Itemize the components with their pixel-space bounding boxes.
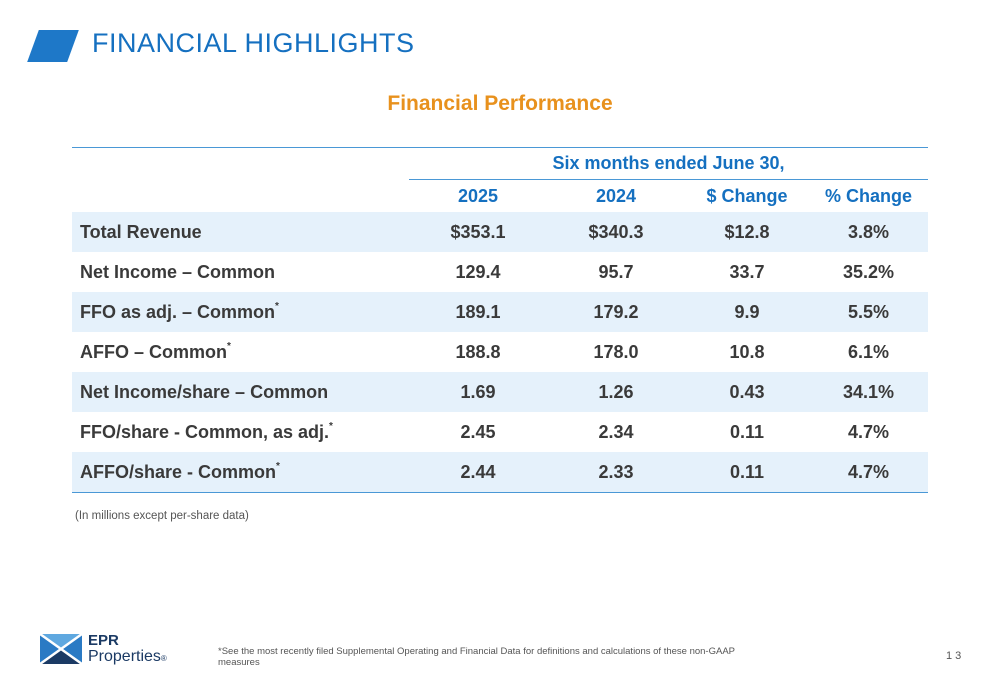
cell-value: 179.2: [547, 292, 685, 332]
table-row: AFFO – Common* 188.8 178.0 10.8 6.1%: [72, 332, 928, 372]
period-header-row: Six months ended June 30,: [72, 148, 928, 180]
row-label: FFO as adj. – Common*: [72, 292, 409, 332]
page-number: 13: [946, 650, 965, 662]
table-row: FFO as adj. – Common* 189.1 179.2 9.9 5.…: [72, 292, 928, 332]
footnote-marker: *: [276, 460, 280, 472]
cell-value: 189.1: [409, 292, 547, 332]
header-accent-bar: [27, 30, 79, 62]
column-header: 2025: [457, 185, 499, 206]
cell-value: $12.8: [685, 212, 809, 252]
table-top-rule: [72, 147, 928, 148]
cell-value: 2.44: [409, 452, 547, 493]
footnote-marker: *: [227, 340, 231, 352]
footnote-marker: *: [275, 300, 279, 312]
row-label: AFFO – Common*: [80, 340, 231, 362]
column-header: $ Change: [706, 185, 788, 206]
cell-value: 10.8: [729, 341, 765, 362]
cell-value: $353.1: [409, 212, 547, 252]
row-label: Net Income – Common: [80, 261, 276, 282]
cell-value: 4.7%: [847, 421, 890, 442]
column-header: 2024: [595, 185, 637, 206]
cell-value: 188.8: [455, 341, 501, 362]
cell-value: 2.33: [547, 452, 685, 493]
cell-value: 1.26: [547, 372, 685, 412]
period-header: Six months ended June 30,: [409, 148, 928, 180]
cell-value: 2.45: [460, 421, 496, 442]
cell-value: 33.7: [729, 261, 765, 282]
cell-value: 178.0: [593, 341, 639, 362]
table-row: Net Income/share – Common 1.69 1.26 0.43…: [72, 372, 928, 412]
logo-text-properties: Properties®: [88, 648, 167, 665]
row-label: FFO/share - Common, as adj.*: [80, 420, 333, 442]
units-note: (In millions except per-share data): [75, 510, 249, 522]
cell-value: 2.34: [598, 421, 634, 442]
cell-value: 0.43: [685, 372, 809, 412]
cell-value: 129.4: [455, 261, 501, 282]
cell-value: 1.69: [409, 372, 547, 412]
financial-performance-table: Six months ended June 30, 2025 2024 $ Ch…: [72, 147, 928, 493]
column-header: % Change: [824, 185, 912, 206]
column-header-row: 2025 2024 $ Change % Change: [72, 180, 928, 213]
logo-text-epr: EPR: [88, 632, 119, 649]
table-row: AFFO/share - Common* 2.44 2.33 0.11 4.7%: [72, 452, 928, 493]
cell-value: 6.1%: [847, 341, 890, 362]
table-row: Total Revenue $353.1 $340.3 $12.8 3.8%: [72, 212, 928, 252]
cell-value: 35.2%: [842, 261, 895, 282]
cell-value: $340.3: [547, 212, 685, 252]
cell-value: 9.9: [685, 292, 809, 332]
footnote-marker: *: [329, 420, 333, 432]
row-label: AFFO/share - Common*: [72, 452, 409, 493]
row-label: Total Revenue: [72, 212, 409, 252]
table-row: FFO/share - Common, as adj.* 2.45 2.34 0…: [72, 412, 928, 452]
cell-value: 5.5%: [809, 292, 928, 332]
section-title: Financial Performance: [387, 92, 613, 115]
cell-value: 95.7: [598, 261, 634, 282]
cell-value: 0.11: [729, 421, 765, 442]
row-label: Net Income/share – Common: [72, 372, 409, 412]
table-row: Net Income – Common 129.4 95.7 33.7 35.2…: [72, 252, 928, 292]
cell-value: 34.1%: [809, 372, 928, 412]
page-title: FINANCIAL HIGHLIGHTS: [92, 28, 415, 58]
logo-mark-icon: [40, 634, 82, 664]
footer-footnote: *See the most recently filed Supplementa…: [218, 646, 735, 668]
cell-value: 4.7%: [809, 452, 928, 493]
cell-value: 3.8%: [809, 212, 928, 252]
company-logo: EPR Properties®: [40, 632, 180, 668]
cell-value: 0.11: [685, 452, 809, 493]
